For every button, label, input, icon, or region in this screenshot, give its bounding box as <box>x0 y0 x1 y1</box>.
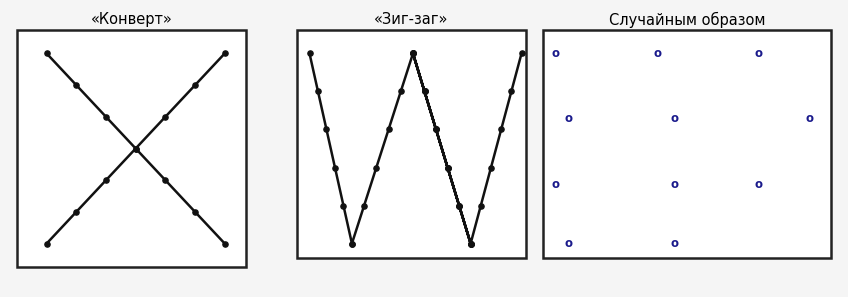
Point <box>464 241 477 246</box>
Point <box>218 51 232 56</box>
Point <box>328 165 342 170</box>
Point <box>515 51 528 56</box>
Point <box>452 203 466 208</box>
Point <box>129 146 142 151</box>
Text: o: o <box>551 47 560 60</box>
Point <box>218 241 232 246</box>
Point <box>99 178 113 183</box>
Point <box>370 165 383 170</box>
Point <box>311 89 325 94</box>
Point <box>394 89 408 94</box>
Point <box>40 51 53 56</box>
Point <box>441 165 455 170</box>
Bar <box>543 30 831 258</box>
Text: o: o <box>670 178 678 191</box>
Point <box>345 241 359 246</box>
Point <box>494 127 508 132</box>
Point <box>406 51 420 56</box>
Point <box>40 241 53 246</box>
Bar <box>297 30 526 258</box>
Point <box>129 146 142 151</box>
Point <box>70 209 83 214</box>
Point <box>441 165 455 170</box>
Point <box>320 127 333 132</box>
Point <box>99 114 113 119</box>
Point <box>505 89 518 94</box>
Text: Случайным образом: Случайным образом <box>609 12 765 28</box>
Bar <box>17 30 246 267</box>
Point <box>188 83 202 88</box>
Point <box>429 127 443 132</box>
Point <box>159 114 172 119</box>
Text: o: o <box>806 112 814 125</box>
Point <box>70 83 83 88</box>
Text: «Зиг-заг»: «Зиг-заг» <box>374 12 449 27</box>
Point <box>159 178 172 183</box>
Point <box>382 127 395 132</box>
Point <box>464 241 477 246</box>
Text: o: o <box>564 237 572 250</box>
Point <box>429 127 443 132</box>
Point <box>484 165 498 170</box>
Point <box>452 203 466 208</box>
Point <box>418 89 432 94</box>
Point <box>429 127 443 132</box>
Point <box>452 203 466 208</box>
Point <box>345 241 359 246</box>
Point <box>418 89 432 94</box>
Point <box>406 51 420 56</box>
Point <box>406 51 420 56</box>
Point <box>474 203 488 208</box>
Text: «Конверт»: «Конверт» <box>91 12 172 27</box>
Text: o: o <box>551 178 560 191</box>
Point <box>441 165 455 170</box>
Point <box>418 89 432 94</box>
Text: o: o <box>564 112 572 125</box>
Point <box>357 203 371 208</box>
Point <box>464 241 477 246</box>
Point <box>188 209 202 214</box>
Point <box>464 241 477 246</box>
Text: o: o <box>670 237 678 250</box>
Text: o: o <box>755 47 763 60</box>
Text: o: o <box>755 178 763 191</box>
Point <box>337 203 350 208</box>
Point <box>406 51 420 56</box>
Text: o: o <box>670 112 678 125</box>
Point <box>303 51 316 56</box>
Text: o: o <box>653 47 661 60</box>
